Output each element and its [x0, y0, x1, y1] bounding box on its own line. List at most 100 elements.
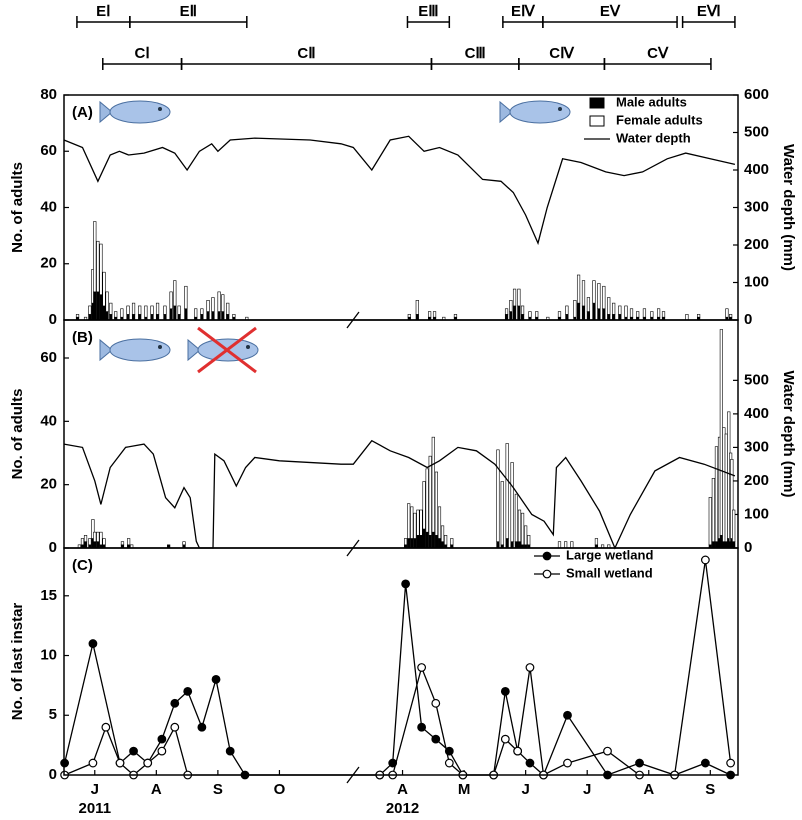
legend-swatch	[589, 97, 605, 109]
bar	[131, 302, 136, 315]
bar	[96, 531, 100, 542]
bar	[126, 305, 130, 315]
y2-tick-label: 600	[744, 86, 769, 103]
bar	[226, 314, 230, 321]
legend-marker	[542, 551, 552, 561]
bar	[96, 541, 100, 549]
bar	[416, 509, 420, 536]
bar	[629, 308, 634, 318]
bar	[618, 314, 622, 321]
marker	[88, 758, 98, 768]
bar	[528, 311, 532, 318]
y2-tick-label: 100	[744, 505, 769, 522]
bar	[510, 462, 514, 542]
bar	[729, 314, 733, 318]
marker	[143, 758, 153, 768]
bar	[425, 531, 429, 549]
bar	[505, 443, 509, 539]
y2-tick-label: 300	[744, 198, 769, 215]
y-tick-label: 60	[40, 349, 57, 366]
bar	[557, 311, 562, 318]
y-tick-label: 0	[49, 311, 57, 328]
crossed-fish-icon	[187, 326, 259, 374]
bar	[602, 308, 606, 321]
bar	[711, 541, 715, 549]
marker	[726, 758, 736, 768]
bar	[144, 305, 148, 318]
phase-label: CⅤ	[647, 45, 669, 62]
panel-label: (C)	[72, 557, 93, 574]
y-axis-label: No. of adults	[9, 389, 26, 480]
bar	[416, 535, 420, 549]
bar	[732, 541, 736, 549]
y-tick-label: 0	[49, 539, 57, 556]
bar	[163, 305, 167, 315]
bar	[440, 541, 445, 549]
phase-label: EⅣ	[511, 3, 536, 20]
bar	[602, 285, 606, 310]
marker	[183, 686, 193, 696]
marker	[563, 710, 572, 720]
bar	[83, 541, 88, 549]
x-tick-label: J	[91, 781, 99, 798]
phase-label: EⅢ	[418, 3, 438, 20]
bar	[685, 314, 689, 321]
bar	[109, 314, 113, 321]
bar	[576, 302, 581, 321]
bar	[413, 538, 417, 549]
bar	[422, 528, 426, 549]
bar	[576, 274, 581, 304]
bar	[102, 305, 106, 321]
bar	[661, 311, 666, 318]
bar	[93, 221, 97, 293]
y-tick-label: 40	[40, 412, 57, 429]
marker	[157, 746, 167, 756]
plot-frame	[63, 94, 739, 321]
bar	[594, 538, 599, 546]
bar	[206, 311, 210, 321]
bar	[708, 497, 712, 546]
bar	[131, 314, 136, 321]
bar	[428, 455, 432, 536]
bar	[612, 302, 616, 315]
bar	[93, 541, 97, 549]
bar	[221, 294, 225, 312]
bar	[91, 519, 95, 539]
bar	[517, 288, 521, 307]
bar	[509, 300, 513, 312]
bar	[520, 314, 525, 321]
fish-icon	[99, 100, 171, 124]
bar	[586, 297, 591, 312]
bar	[496, 449, 500, 542]
bar	[517, 541, 522, 549]
bar	[163, 314, 167, 321]
x-tick-label: J	[583, 781, 591, 798]
bar	[650, 311, 654, 318]
bar	[177, 314, 181, 321]
y-axis-label: No. of last instar	[9, 603, 26, 721]
bar	[93, 531, 97, 542]
bar	[431, 531, 435, 549]
bar	[504, 314, 509, 321]
bar	[184, 308, 188, 321]
x-tick-label: A	[151, 781, 162, 798]
marker	[513, 746, 523, 756]
bar	[120, 308, 124, 318]
marker	[88, 639, 98, 648]
y2-tick-label: 200	[744, 472, 769, 489]
bar	[126, 314, 130, 321]
bar	[138, 305, 142, 315]
bar	[419, 509, 423, 536]
marker	[525, 663, 535, 672]
marker	[563, 758, 572, 768]
bar	[520, 512, 525, 546]
phase-label: EⅤ	[600, 3, 621, 20]
bar	[404, 538, 408, 546]
bar	[96, 240, 100, 293]
bar	[177, 305, 181, 315]
y2-tick-label: 0	[744, 539, 752, 556]
y2-tick-label: 500	[744, 123, 769, 140]
bar	[127, 538, 131, 546]
legend-label: Female adults	[616, 112, 703, 127]
